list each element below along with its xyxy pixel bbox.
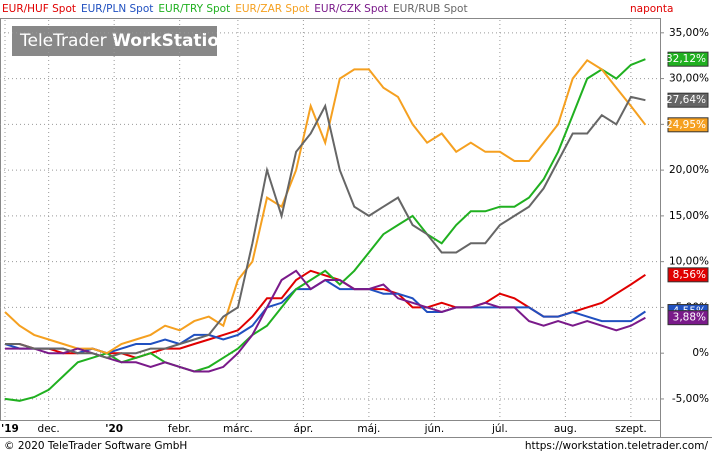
x-tick-label: '20 (105, 423, 123, 435)
x-tick-label: máj. (357, 423, 380, 435)
x-tick-label: júl. (491, 423, 508, 435)
value-label: 3,88% (673, 312, 706, 324)
legend-entry: EUR/PLN Spot (81, 3, 153, 15)
frequency: naponta (630, 3, 673, 15)
x-tick-label: jún. (424, 423, 445, 435)
y-tick-label: 0% (692, 347, 709, 359)
value-label-box (667, 117, 709, 133)
y-tick-label: 30,00% (669, 73, 709, 85)
watermark-regular: TeleTrader (19, 31, 107, 51)
y-tick-label: 20,00% (669, 164, 709, 176)
value-label: 8,56% (673, 269, 706, 281)
footer-right: https://workstation.teletrader.com/ (525, 440, 709, 452)
value-label: 27,64% (666, 94, 706, 106)
series-line (5, 269, 646, 373)
value-label-box (667, 51, 709, 67)
x-tick-label: márc. (223, 423, 253, 435)
legend-entry: EUR/HUF Spot (2, 3, 76, 15)
value-label: 32,12% (666, 53, 706, 65)
legend-entry: EUR/RUB Spot (393, 3, 468, 15)
x-tick-label: szept. (615, 423, 647, 435)
x-tick-label: febr. (168, 423, 192, 435)
x-tick-label: dec. (38, 423, 60, 435)
legend: EUR/HUF Spot EUR/PLN Spot EUR/TRY Spot EUR/… (2, 3, 468, 15)
y-tick-label: 15,00% (669, 210, 709, 222)
footer-left: © 2020 TeleTrader Software GmbH (4, 440, 187, 452)
y-tick-label: -5,00% (672, 393, 709, 405)
series-line (5, 95, 646, 359)
legend-entry: EUR/CZK Spot (314, 3, 388, 15)
watermark: TeleTrader WorkStation (19, 31, 231, 51)
x-tick-label: ápr. (293, 423, 313, 435)
x-tick-label: aug. (554, 423, 577, 435)
value-label-box (667, 310, 709, 326)
y-tick-label: 35,00% (669, 27, 709, 39)
value-label-box (667, 267, 709, 283)
legend-entry: EUR/ZAR Spot (235, 3, 309, 15)
legend-entry: EUR/TRY Spot (158, 3, 230, 15)
series-line (4, 58, 647, 355)
y-tick-label: 10,00% (669, 256, 709, 268)
value-label: 24,95% (666, 119, 706, 131)
watermark-bold: WorkStation (112, 31, 231, 51)
value-label-box (667, 92, 709, 108)
x-tick-label: '19 (1, 423, 19, 435)
